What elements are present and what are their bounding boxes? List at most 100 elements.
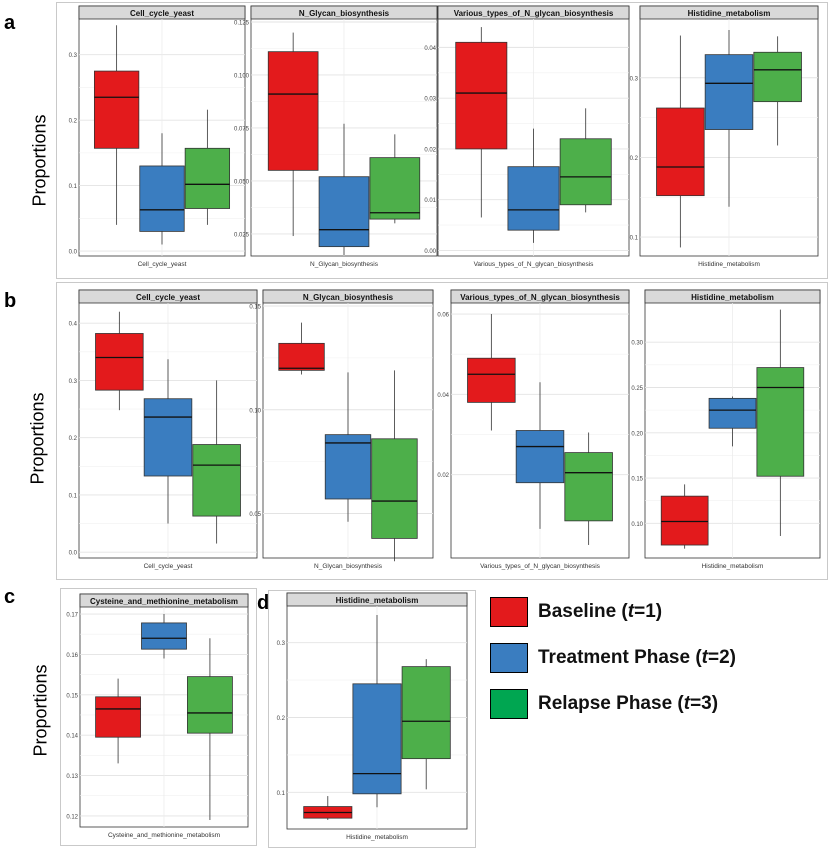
panel-a-4: Histidine_metabolism 0.1 0.2 0.3 Histidine_m…	[630, 5, 819, 268]
box-1	[660, 495, 709, 546]
y-tick-label: 0.20	[631, 431, 643, 437]
y-tick-label: 0.15	[66, 693, 78, 699]
box-1	[278, 342, 325, 371]
legend-label-relapse: Relapse Phase (t=3)	[538, 693, 719, 714]
legend-swatch-baseline	[490, 597, 528, 627]
x-axis-label: Various_types_of_N_glycan_biosynthesis	[474, 261, 595, 268]
box-2	[704, 54, 754, 130]
box-1	[467, 357, 516, 403]
y-tick-label: 0.15	[249, 305, 261, 311]
y-tick-label: 0.3	[69, 379, 78, 385]
x-axis-label: Histidine_metabolism	[702, 563, 764, 570]
box-2	[139, 165, 185, 232]
y-tick-label: 0.2	[277, 716, 286, 722]
box-3	[401, 666, 451, 760]
y-tick-label: 0.4	[69, 322, 78, 328]
y-tick-label: 0.100	[234, 73, 250, 79]
panel-label-c: c	[4, 586, 16, 608]
y-tick-label: 0.02	[424, 147, 436, 153]
legend-item-baseline: Baseline (t=1)	[490, 595, 662, 629]
y-tick-label: 0.30	[631, 341, 643, 347]
legend-swatch-treatment	[490, 643, 528, 673]
y-tick-label: 0.3	[69, 53, 78, 59]
y-tick-label: 0.2	[69, 436, 78, 442]
panel-c-9: Cysteine_and_methionine_metabolism 0.12 0.…	[66, 593, 249, 839]
x-axis-label: Cell_cycle_yeast	[138, 261, 187, 268]
box-2	[318, 176, 370, 248]
box-3	[371, 438, 418, 539]
panel-a-2: N_Glycan_biosynthesis 0.025 0.050 0.075 0.10…	[234, 5, 438, 268]
x-axis-label: Cell_cycle_yeast	[144, 563, 193, 570]
x-axis-label: N_Glycan_biosynthesis	[314, 563, 383, 570]
y-tick-label: 0.13	[66, 774, 78, 780]
y-tick-label: 0.00	[424, 249, 436, 255]
panel-label-b: b	[4, 290, 17, 312]
box-3	[184, 147, 231, 209]
legend: Baseline (t=1) Treatment Phase (t=2) Rel…	[490, 595, 810, 730]
y-tick-label: 0.2	[630, 156, 639, 162]
y-tick-label: 0.01	[424, 198, 436, 204]
facet-title: Histidine_metabolism	[688, 9, 771, 18]
y-tick-label: 0.3	[277, 641, 286, 647]
legend-label-baseline: Baseline (t=1)	[538, 601, 663, 622]
box-2	[143, 398, 193, 477]
y-tick-label: 0.16	[66, 653, 78, 659]
box-3	[564, 452, 613, 522]
y-tick-label: 0.1	[69, 184, 78, 190]
legend-label-treatment: Treatment Phase (t=2)	[538, 647, 736, 668]
y-tick-label: 0.10	[631, 522, 643, 528]
box-3	[753, 51, 802, 103]
y-tick-label: 0.02	[437, 473, 449, 479]
facet-title: Various_types_of_N_glycan_biosynthesis	[460, 293, 620, 302]
y-tick-label: 0.04	[437, 393, 449, 399]
y-tick-label: 0.06	[437, 313, 449, 319]
box-1	[267, 51, 319, 171]
y-tick-label: 0.2	[69, 119, 78, 125]
facet-title: N_Glycan_biosynthesis	[303, 293, 394, 302]
panel-b-8: Histidine_metabolism 0.10 0.15 0.20 0.25 0.30…	[631, 289, 821, 570]
box-3	[369, 157, 421, 220]
y-tick-label: 0.0	[69, 250, 78, 256]
panel-a-3: Various_types_of_N_glycan_biosynthesis 0.…	[424, 5, 630, 268]
box-3	[187, 676, 233, 734]
panel-b-6: N_Glycan_biosynthesis 0.05 0.10 0.15 N_Glyca…	[249, 289, 434, 570]
facet-title: Cell_cycle_yeast	[136, 293, 200, 302]
x-axis-label: Histidine_metabolism	[698, 261, 760, 268]
box-2	[324, 434, 372, 500]
y-tick-label: 0.04	[424, 46, 436, 52]
x-axis-label: Various_types_of_N_glycan_biosynthesis	[480, 563, 601, 570]
box-2	[515, 430, 565, 484]
y-tick-label: 0.075	[234, 126, 250, 132]
y-tick-label: 0.1	[630, 236, 639, 242]
box-1	[455, 41, 508, 150]
x-axis-label: Histidine_metabolism	[346, 834, 408, 841]
panel-b-7: Various_types_of_N_glycan_biosynthesis 0.…	[437, 289, 630, 570]
legend-item-treatment: Treatment Phase (t=2)	[490, 641, 736, 675]
facet-title: Histidine_metabolism	[691, 293, 774, 302]
box-3	[192, 444, 241, 517]
facet-title: N_Glycan_biosynthesis	[299, 9, 390, 18]
y-tick-label: 0.12	[66, 814, 78, 820]
box-3	[559, 138, 612, 206]
box-1	[95, 333, 144, 391]
y-tick-label: 0.125	[234, 21, 250, 27]
box-2	[507, 166, 560, 231]
y-tick-label: 0.025	[234, 232, 250, 238]
x-axis-label: N_Glycan_biosynthesis	[310, 261, 379, 268]
x-axis-label: Cysteine_and_methionine_metabolism	[108, 832, 220, 839]
panel-b-5: Cell_cycle_yeast 0.0 0.1 0.2 0.3 0.4 Cell_cycl…	[69, 289, 258, 570]
legend-swatch-relapse	[490, 689, 528, 719]
y-tick-label: 0.1	[277, 791, 286, 797]
y-tick-label: 0.05	[249, 512, 261, 518]
y-tick-label: 0.15	[631, 477, 643, 483]
facet-title: Histidine_metabolism	[336, 596, 419, 605]
y-tick-label: 0.10	[249, 408, 261, 414]
facet-title: Cysteine_and_methionine_metabolism	[90, 597, 238, 606]
y-tick-label: 0.1	[69, 493, 78, 499]
box-3	[756, 367, 805, 477]
facet-title: Various_types_of_N_glycan_biosynthesis	[454, 9, 614, 18]
legend-item-relapse: Relapse Phase (t=3)	[490, 687, 718, 721]
box-1	[656, 107, 705, 197]
panel-a-1: Cell_cycle_yeast 0.0 0.1 0.2 0.3 Cell_cycle_y…	[69, 5, 246, 268]
